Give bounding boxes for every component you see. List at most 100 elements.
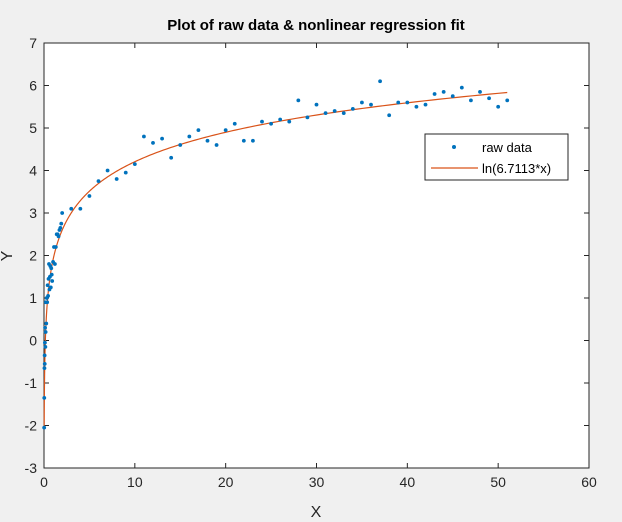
data-point: [223, 128, 228, 133]
y-tick-label: 4: [29, 163, 37, 179]
data-point: [42, 425, 47, 430]
data-point: [58, 225, 63, 230]
x-tick-label: 30: [309, 474, 325, 490]
data-point: [45, 300, 50, 305]
data-point: [505, 98, 510, 103]
data-point: [251, 138, 255, 143]
data-point: [187, 134, 192, 139]
data-point: [56, 234, 61, 239]
data-point: [60, 211, 65, 215]
axis-ticks: 0 10 20 30 40 50 60 -3 -2 -1 0 1 2 3 4 5 6 7: [25, 35, 597, 490]
data-point: [42, 395, 47, 400]
data-point: [269, 121, 273, 126]
data-point: [214, 143, 219, 147]
data-point: [43, 344, 48, 349]
data-point: [323, 111, 328, 116]
data-point: [496, 104, 501, 109]
data-point: [178, 143, 183, 147]
data-point: [278, 117, 283, 122]
y-tick-label: -1: [25, 375, 38, 391]
y-tick-label: -3: [25, 460, 38, 476]
data-point: [432, 92, 437, 96]
data-point: [151, 140, 155, 145]
data-point: [169, 155, 174, 160]
data-point: [287, 119, 292, 124]
data-point: [350, 106, 355, 111]
y-tick-label: 1: [29, 290, 37, 306]
data-point: [405, 100, 410, 105]
data-point: [341, 111, 346, 116]
data-point: [142, 134, 146, 139]
data-point: [45, 283, 50, 288]
legend: raw data ln(6.7113*x): [424, 133, 569, 181]
y-tick-label: 0: [29, 333, 37, 349]
data-point: [78, 206, 83, 211]
data-point: [105, 168, 110, 173]
data-point: [96, 179, 101, 184]
x-tick-label: 60: [581, 474, 597, 490]
series-fit-line: [43, 91, 508, 426]
data-point: [396, 100, 401, 105]
data-point: [43, 330, 48, 334]
data-point: [196, 128, 201, 133]
data-point: [53, 262, 57, 266]
data-point: [53, 245, 58, 249]
data-point: [42, 366, 47, 371]
data-point: [487, 96, 491, 101]
data-point: [478, 89, 482, 94]
data-point: [469, 98, 473, 103]
x-tick-label: 40: [400, 474, 416, 490]
y-tick-label: 5: [29, 120, 37, 136]
data-point: [49, 272, 54, 277]
data-point: [44, 321, 49, 326]
data-point: [260, 119, 264, 124]
data-point: [48, 285, 53, 290]
y-axis-label: Y: [0, 250, 16, 261]
data-point: [459, 85, 464, 90]
data-point: [42, 361, 47, 366]
chart-title: Plot of raw data & nonlinear regression …: [167, 17, 465, 34]
x-tick-label: 20: [218, 474, 234, 490]
y-tick-label: 7: [29, 35, 37, 51]
data-point: [160, 136, 164, 141]
series-raw-data: [42, 79, 510, 430]
y-tick-label: 2: [29, 248, 37, 264]
data-point: [132, 162, 137, 167]
x-tick-label: 50: [490, 474, 506, 490]
data-point: [423, 102, 428, 107]
data-point: [205, 138, 210, 143]
data-point: [378, 79, 382, 84]
data-point: [414, 104, 419, 109]
data-point: [314, 102, 319, 107]
data-point: [296, 98, 301, 103]
data-point: [369, 102, 373, 107]
data-point: [387, 113, 392, 118]
y-tick-label: -2: [25, 418, 38, 434]
data-point: [59, 221, 64, 226]
data-point: [441, 89, 446, 94]
data-point: [241, 138, 246, 143]
data-point: [46, 293, 50, 298]
data-point: [69, 206, 74, 211]
data-point: [123, 170, 128, 175]
data-point: [50, 279, 55, 283]
data-point: [332, 109, 337, 113]
data-point: [450, 94, 455, 99]
data-point: [43, 340, 47, 345]
fit-line-path: [43, 91, 508, 426]
data-point: [114, 177, 119, 181]
x-axis-label: X: [311, 504, 322, 521]
data-point: [305, 115, 310, 120]
data-point: [42, 353, 47, 358]
y-tick-label: 6: [29, 78, 37, 94]
data-point: [49, 266, 54, 271]
legend-label-fit: ln(6.7113*x): [482, 161, 551, 176]
legend-marker-raw-data: [452, 145, 456, 149]
plot-area: [43, 42, 590, 469]
data-point: [43, 325, 47, 330]
x-tick-label: 10: [127, 474, 143, 490]
data-point: [87, 194, 92, 198]
legend-label-raw-data: raw data: [482, 140, 533, 155]
data-point: [360, 100, 364, 105]
